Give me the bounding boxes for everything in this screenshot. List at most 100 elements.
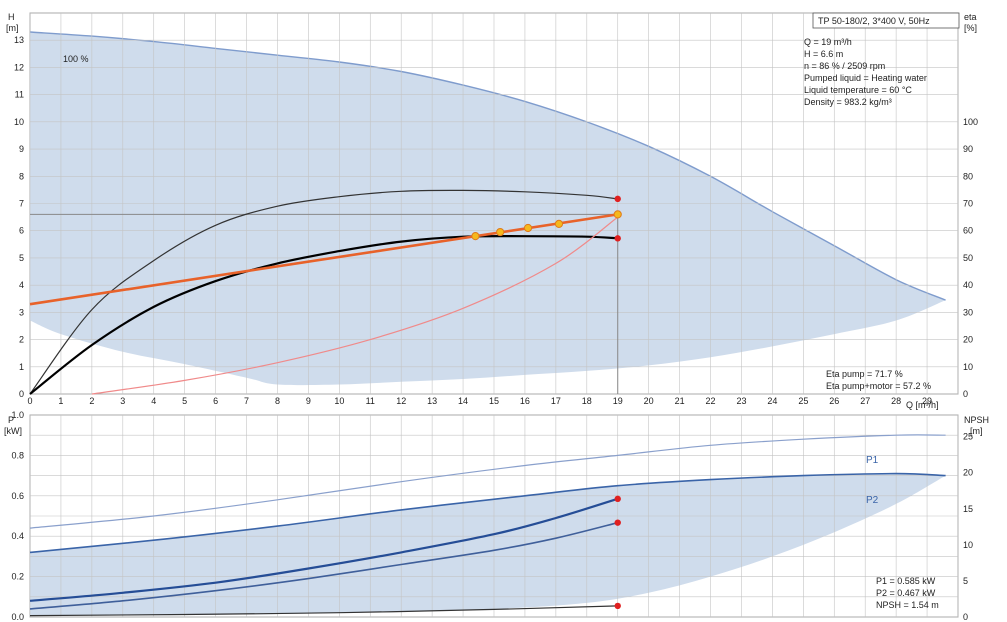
duty-marker: [496, 227, 505, 237]
chart-title: TP 50-180/2, 3*400 V, 50Hz: [818, 16, 930, 26]
x-tick-label: 2: [89, 396, 94, 406]
y-tick-label: 5: [19, 253, 24, 263]
eta-tick-label: 30: [963, 307, 973, 317]
x-tick-label: 12: [396, 396, 406, 406]
eta-tick-label: 100: [963, 117, 978, 127]
eta-tick-label: 60: [963, 226, 973, 236]
eta-pump-label: Eta pump = 71.7 %: [826, 369, 903, 379]
x-tick-label: 13: [427, 396, 437, 406]
x-tick-label: 8: [275, 396, 280, 406]
x-tick-label: 11: [366, 396, 375, 406]
duty-marker: [613, 210, 622, 219]
y-tick-label: 1: [19, 362, 24, 372]
duty-marker: [523, 223, 533, 233]
x-tick-label: 21: [675, 396, 685, 406]
power-marker: [614, 519, 621, 526]
x-tick-label: 26: [829, 396, 839, 406]
x-tick-label: 29: [922, 396, 932, 406]
eta-pump-motor-label: Eta pump+motor = 57.2 %: [826, 381, 931, 391]
info-line-liquid: Pumped liquid = Heating water: [804, 73, 927, 83]
eta-axis-label: eta: [964, 12, 977, 22]
x-tick-label: 10: [334, 396, 344, 406]
y-tick-label: 4: [19, 280, 24, 290]
p2-curve-label: P2: [866, 495, 879, 506]
x-tick-label: 4: [151, 396, 156, 406]
curve-P2-max: [29, 472, 946, 554]
npsh-value-label: NPSH = 1.54 m: [876, 600, 939, 610]
x-tick-label: 16: [520, 396, 530, 406]
curve-npsh-curve: [91, 216, 619, 395]
power-tick-label: 0.8: [11, 450, 24, 460]
npsh-tick-label: 5: [963, 576, 968, 586]
x-tick-label: 6: [213, 396, 218, 406]
info-line-flow: Q = 19 m³/h: [804, 37, 852, 47]
x-tick-label: 1: [58, 396, 63, 406]
info-line-density: Density = 983.2 kg/m³: [804, 97, 892, 107]
y-tick-label: 10: [14, 117, 24, 127]
x-tick-label: 3: [120, 396, 125, 406]
p1-curve-label: P1: [866, 455, 879, 466]
power-tick-label: 0.2: [11, 572, 24, 582]
power-axis-unit: [kW]: [4, 426, 22, 436]
efficiency-marker: [614, 195, 621, 203]
power-tick-label: 0.6: [11, 491, 24, 501]
x-tick-label: 17: [551, 396, 561, 406]
y-tick-label: 7: [19, 199, 24, 209]
y-tick-label: 0: [19, 389, 24, 399]
x-tick-label: 25: [798, 396, 808, 406]
eta-tick-label: 90: [963, 144, 973, 154]
eta-tick-label: 10: [963, 362, 973, 372]
x-tick-label: 5: [182, 396, 187, 406]
eta-tick-label: 80: [963, 171, 973, 181]
npsh-axis-label: NPSH: [964, 415, 989, 425]
x-tick-label: 15: [489, 396, 499, 406]
curve-P1-duty: [29, 497, 619, 602]
x-tick-label: 28: [891, 396, 901, 406]
y-tick-label: 9: [19, 144, 24, 154]
curve-NPSH: [29, 605, 618, 617]
power-marker: [614, 602, 621, 610]
x-tick-label: 19: [613, 396, 623, 406]
npsh-axis-unit: [m]: [970, 426, 983, 436]
info-line-temperature: Liquid temperature = 60 °C: [804, 85, 912, 95]
x-tick-label: 24: [767, 396, 777, 406]
npsh-tick-label: 20: [963, 468, 973, 478]
x-tick-label: 20: [644, 396, 654, 406]
x-tick-label: 14: [458, 396, 468, 406]
chart-labels: H [m] eta [%] TP 50-180/2, 3*400 V, 50Hz…: [4, 12, 989, 610]
x-tick-label: 9: [306, 396, 311, 406]
p2-value-label: P2 = 0.467 kW: [876, 588, 936, 598]
head-panel: 0 1 2 3 4 5 6 7 8 9 10 11 12 13 14 15 16 17 18 19 20 21 22 23 24…: [14, 12, 978, 406]
power-panel: 0.0 0.2 0.4 0.6 0.8 1.0 0 5 10 15 20 25: [11, 410, 973, 622]
y-tick-label: 8: [19, 171, 24, 181]
npsh-tick-label: 0: [963, 612, 968, 622]
x-tick-label: 18: [582, 396, 592, 406]
y-tick-label: 2: [19, 335, 24, 345]
x-tick-label: 27: [860, 396, 870, 406]
power-marker: [614, 495, 621, 503]
x-tick-label: 22: [706, 396, 716, 406]
eta-tick-label: 40: [963, 280, 973, 290]
x-tick-label: 7: [244, 396, 249, 406]
power-envelope: [30, 473, 946, 616]
p1-value-label: P1 = 0.585 kW: [876, 576, 936, 586]
title-box: [812, 12, 960, 29]
head-axis-unit: [m]: [6, 23, 19, 33]
curve-efficiency-pump-motor: [29, 235, 618, 395]
efficiency-marker: [614, 235, 621, 242]
npsh-tick-label: 25: [963, 432, 973, 442]
npsh-tick-label: 15: [963, 504, 973, 514]
power-tick-label: 1.0: [11, 410, 24, 420]
eta-tick-label: 50: [963, 253, 973, 263]
curve-P2-duty: [29, 521, 618, 610]
operating-envelope: [30, 32, 946, 386]
y-tick-label: 3: [19, 307, 24, 317]
curve-P1-max: [29, 434, 946, 529]
eta-tick-label: 70: [963, 199, 973, 209]
power-axis-label: P: [8, 415, 14, 425]
info-line-head: H = 6.6 m: [804, 49, 843, 59]
x-tick-label: 0: [27, 396, 32, 406]
eta-tick-label: 0: [963, 389, 968, 399]
y-tick-label: 13: [14, 35, 24, 45]
